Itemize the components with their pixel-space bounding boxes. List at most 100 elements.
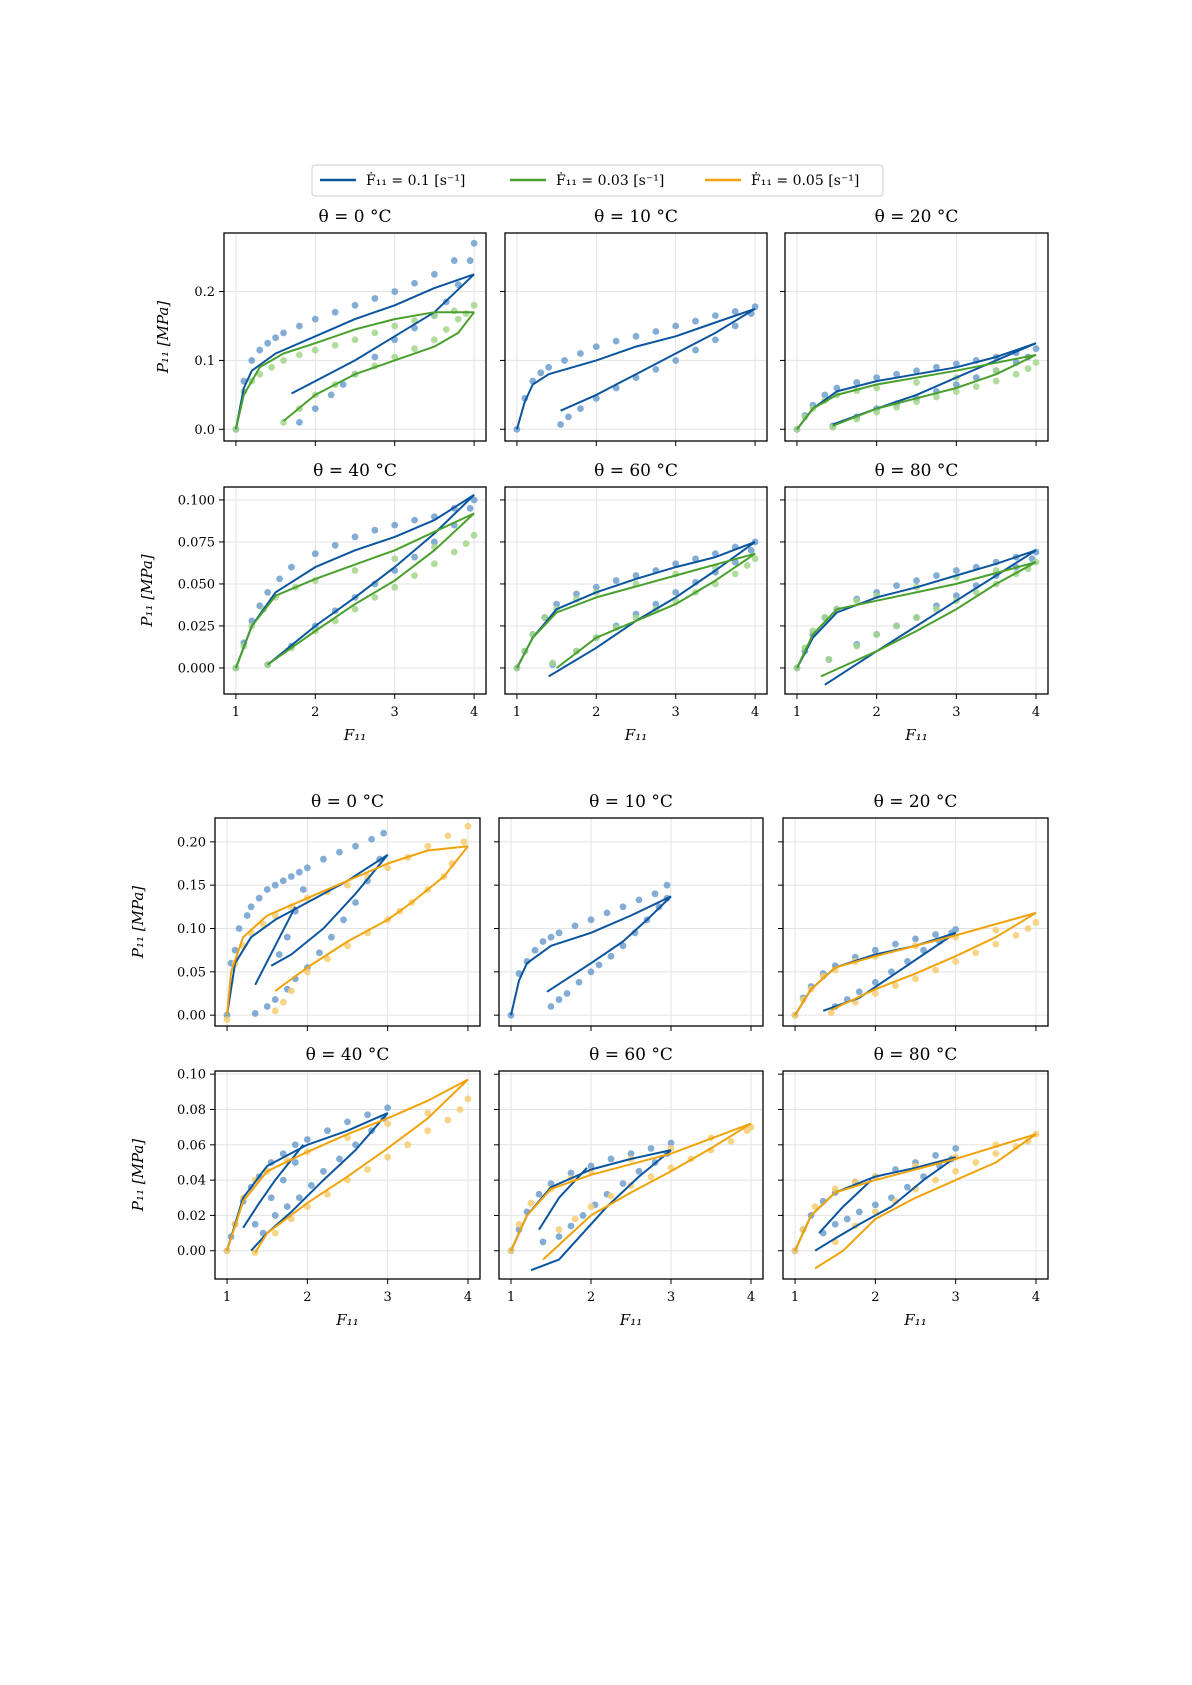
experiment-point: [821, 391, 829, 399]
experiment-point: [607, 1192, 615, 1200]
model-curve: [530, 1149, 672, 1272]
experiment-point: [280, 329, 287, 337]
model-curve: [796, 342, 1037, 430]
experiment-point: [913, 367, 920, 375]
experiment-point: [371, 526, 379, 534]
experiment-point: [466, 504, 474, 512]
experiment-point: [952, 388, 960, 395]
experiment-point: [324, 1190, 331, 1198]
subplot-title: θ = 20 °C: [875, 207, 959, 227]
experiment-point: [647, 1144, 655, 1152]
model-curve: [546, 895, 672, 993]
model-curve: [516, 552, 756, 669]
experiment-point: [259, 920, 267, 928]
experiment-point: [296, 419, 303, 426]
experiment-point: [328, 933, 335, 941]
plot-area: [513, 538, 759, 678]
subplot-3: 1 2 3 4 0.000 0.025 0.050 0.075 0.100 θ = 40 °C F₁…: [138, 461, 487, 744]
y-tick-label: 0.06: [177, 1138, 206, 1153]
experiment-point: [933, 393, 940, 401]
experiment-point: [873, 630, 881, 638]
y-tick-label: 0.025: [178, 619, 215, 634]
experiment-point: [351, 605, 359, 613]
subplot-title: θ = 80 °C: [874, 1045, 958, 1065]
experiment-point: [952, 592, 960, 600]
experiment-point: [892, 940, 899, 948]
y-tick-label: 0.0: [194, 423, 215, 438]
experiment-point: [933, 363, 940, 371]
legend-item: Ḟ₁₁ = 0.03 [s⁻¹]: [510, 171, 664, 189]
experiment-point: [992, 926, 1000, 934]
y-tick-label: 0.04: [177, 1174, 206, 1189]
experiment-point: [537, 369, 545, 377]
experiment-point: [391, 583, 399, 591]
experiment-point: [223, 1247, 231, 1255]
y-tick-label: 0.1: [194, 354, 215, 369]
experiment-point: [404, 1141, 412, 1149]
experiment-point: [855, 1208, 863, 1216]
experiment-point: [351, 533, 359, 541]
subplot-title: θ = 40 °C: [313, 461, 397, 481]
y-tick-label: 0.00: [177, 1009, 206, 1024]
experiment-point: [384, 1104, 392, 1112]
experiment-point: [291, 1159, 299, 1166]
experiment-point: [547, 1003, 555, 1010]
experiment-point: [311, 346, 319, 354]
experiment-point: [339, 381, 347, 388]
experiment-point: [442, 326, 450, 333]
plot-area: [791, 1130, 1040, 1270]
x-tick-label: 2: [303, 1290, 311, 1305]
experiment-point: [364, 1111, 371, 1119]
experiment-point: [307, 1182, 315, 1189]
model-curve: [282, 311, 475, 422]
y-tick-label: 0.100: [178, 493, 215, 508]
experiment-point: [873, 384, 881, 392]
experiment-point: [932, 931, 939, 938]
model-curve: [226, 845, 469, 1016]
experiment-point: [992, 940, 1000, 948]
x-tick-label: 2: [592, 705, 600, 720]
experiment-point: [932, 1152, 939, 1159]
y-tick-label: 0.00: [177, 1244, 206, 1259]
model-curve: [820, 561, 1037, 678]
experiment-point: [470, 301, 478, 309]
model-curve: [516, 540, 756, 669]
experiment-point: [952, 1167, 960, 1175]
experiment-point: [913, 614, 920, 621]
model-curve: [242, 1144, 305, 1229]
axes-frame: [784, 232, 1049, 442]
experiment-point: [595, 961, 603, 969]
experiment-point: [731, 570, 739, 578]
model-curve: [830, 912, 1037, 1011]
model-curve: [510, 895, 672, 1016]
y-tick-label: 0.10: [177, 1068, 206, 1083]
experiment-point: [466, 257, 474, 264]
experiment-point: [853, 642, 861, 650]
experiment-point: [539, 1238, 547, 1246]
experiment-point: [352, 899, 359, 906]
experiment-point: [607, 1155, 615, 1163]
experiment-point: [391, 288, 399, 295]
experiment-point: [299, 886, 307, 893]
x-tick-label: 3: [952, 1290, 960, 1305]
experiment-point: [424, 1109, 432, 1117]
plot-area: [232, 494, 478, 672]
experiment-point: [575, 978, 583, 986]
experiment-point: [287, 873, 295, 880]
experiment-point: [331, 341, 339, 349]
y-axis-label: P₁₁ [MPa]: [154, 301, 172, 374]
experiment-point: [811, 1203, 819, 1211]
model-curve: [555, 552, 756, 669]
experiment-point: [541, 614, 549, 621]
experiment-point: [833, 384, 841, 392]
experiment-point: [727, 1137, 735, 1145]
subplot-1: θ = 10 °C: [500, 207, 768, 446]
y-tick-label: 0.075: [178, 535, 215, 550]
plot-area: [223, 822, 472, 1023]
experiment-point: [371, 580, 379, 588]
experiment-point: [1032, 359, 1040, 366]
experiment-point: [913, 577, 920, 584]
experiment-point: [271, 996, 279, 1003]
experiment-point: [256, 370, 264, 378]
